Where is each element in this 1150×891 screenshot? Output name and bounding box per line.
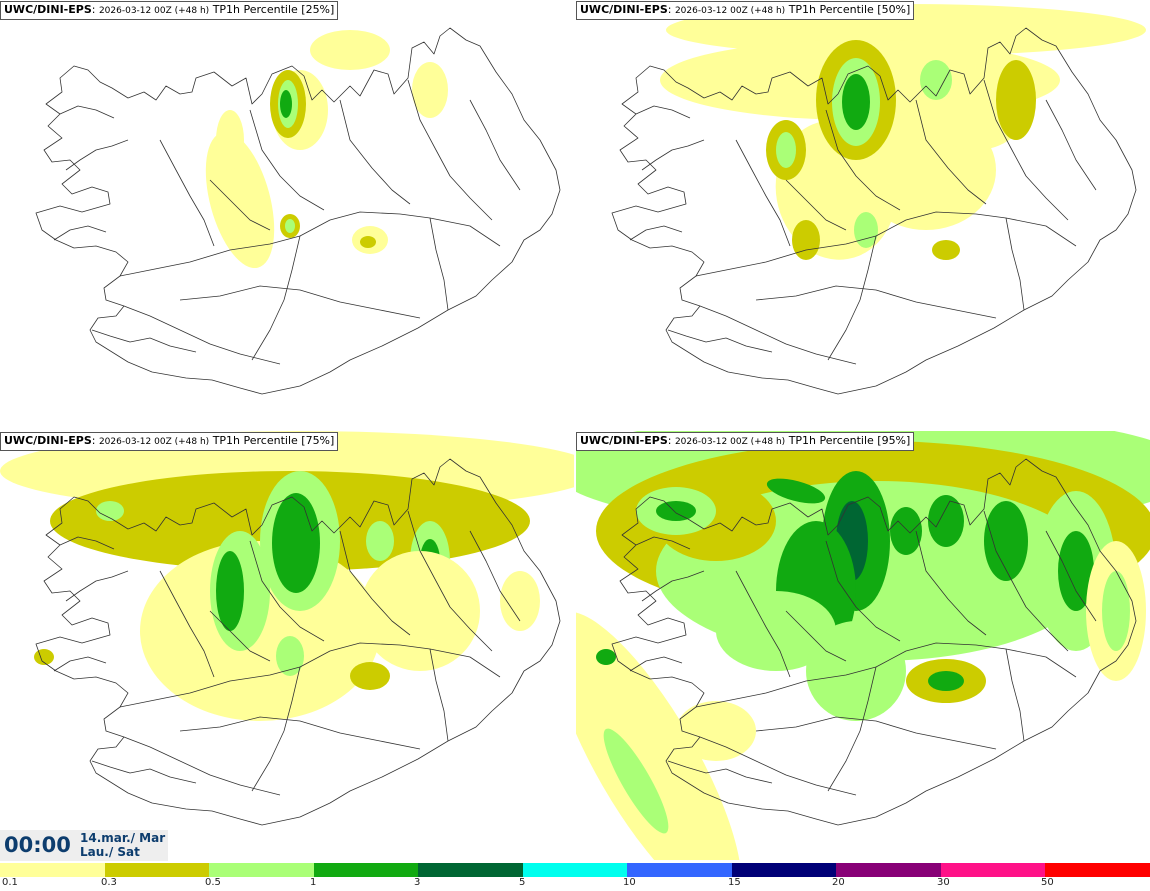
precip-area [928, 671, 964, 691]
colorbar-segment [836, 863, 941, 877]
panel-title: UWC/DINI-EPS: 2026-03-12 00Z (+48 h) TP1… [0, 1, 339, 20]
precip-area [996, 60, 1036, 140]
colorbar-segment [522, 863, 628, 877]
precip-area [656, 501, 696, 521]
colorbar-tick-label: 15 [728, 877, 741, 888]
precip-area [890, 507, 922, 555]
precip-area [928, 495, 964, 547]
map-panel-p25: UWC/DINI-EPS: 2026-03-12 00Z (+48 h) TP1… [0, 0, 574, 429]
precip-area [1102, 571, 1130, 651]
valid-date: 14.mar./ Mar Lau./ Sat [80, 831, 166, 859]
colorbar-tick-label: 20 [832, 877, 845, 888]
precip-area [285, 219, 295, 233]
colorbar [0, 863, 1150, 877]
precip-area [676, 701, 756, 761]
precip-area [360, 551, 480, 671]
precip-area [596, 649, 616, 665]
colorbar-segment [104, 863, 210, 877]
colorbar-tick-label: 0.1 [2, 877, 18, 888]
precip-area [366, 521, 394, 561]
colorbar-tick-label: 0.5 [205, 877, 221, 888]
precip-area [932, 240, 960, 260]
precip-area [350, 662, 390, 690]
precip-area [766, 478, 826, 504]
precip-area [984, 501, 1028, 581]
precip-area [792, 220, 820, 260]
colorbar-tick-label: 10 [623, 877, 636, 888]
precip-area [806, 621, 906, 721]
precip-map-p25 [35, 27, 561, 395]
colorbar-segment [1045, 863, 1150, 877]
colorbar-tick-label: 1 [310, 877, 317, 888]
colorbar-tick-label: 0.3 [101, 877, 117, 888]
colorbar-segment [940, 863, 1046, 877]
colorbar-segment [627, 863, 732, 877]
precip-area [854, 212, 878, 248]
precip-map-p75 [0, 431, 574, 826]
colorbar-ticks: 0.1 0.3 0.5 1 3 5 10 15 20 30 50 [0, 877, 1150, 891]
panel-title: UWC/DINI-EPS: 2026-03-12 00Z (+48 h) TP1… [576, 432, 915, 451]
precip-area [412, 62, 448, 118]
colorbar-segment [0, 863, 105, 877]
precip-area [500, 571, 540, 631]
panel-title: UWC/DINI-EPS: 2026-03-12 00Z (+48 h) TP1… [0, 432, 339, 451]
precip-area [96, 501, 124, 521]
colorbar-tick-label: 5 [519, 877, 526, 888]
colorbar-tick-label: 30 [937, 877, 950, 888]
precip-area [216, 551, 244, 631]
colorbar-segment [418, 863, 523, 877]
precip-area [576, 611, 742, 860]
valid-time: 00:00 [4, 833, 71, 857]
colorbar-tick-label: 3 [414, 877, 421, 888]
precip-area [776, 132, 796, 168]
precip-map-p50 [611, 4, 1146, 395]
colorbar-segment [313, 863, 419, 877]
precip-area [216, 110, 244, 170]
panel-title: UWC/DINI-EPS: 2026-03-12 00Z (+48 h) TP1… [576, 1, 915, 20]
colorbar-segment [209, 863, 314, 877]
precip-area [1058, 531, 1094, 611]
precip-area [842, 74, 870, 130]
precip-area [603, 728, 669, 834]
precip-area [310, 30, 390, 70]
colorbar-tick-label: 50 [1041, 877, 1054, 888]
map-panel-p95: UWC/DINI-EPS: 2026-03-12 00Z (+48 h) TP1… [576, 431, 1150, 860]
map-panel-p75: UWC/DINI-EPS: 2026-03-12 00Z (+48 h) TP1… [0, 431, 574, 860]
precip-area [360, 236, 376, 248]
map-panel-p50: UWC/DINI-EPS: 2026-03-12 00Z (+48 h) TP1… [576, 0, 1150, 429]
precip-area [920, 60, 952, 100]
precip-area [280, 90, 292, 118]
precip-area [716, 591, 836, 671]
precip-area [276, 636, 304, 676]
colorbar-segment [731, 863, 837, 877]
valid-time-box: 00:00 14.mar./ Mar Lau./ Sat [0, 830, 168, 861]
precip-area [272, 493, 320, 593]
precip-area [205, 131, 275, 269]
precip-map-p95 [576, 431, 1150, 860]
